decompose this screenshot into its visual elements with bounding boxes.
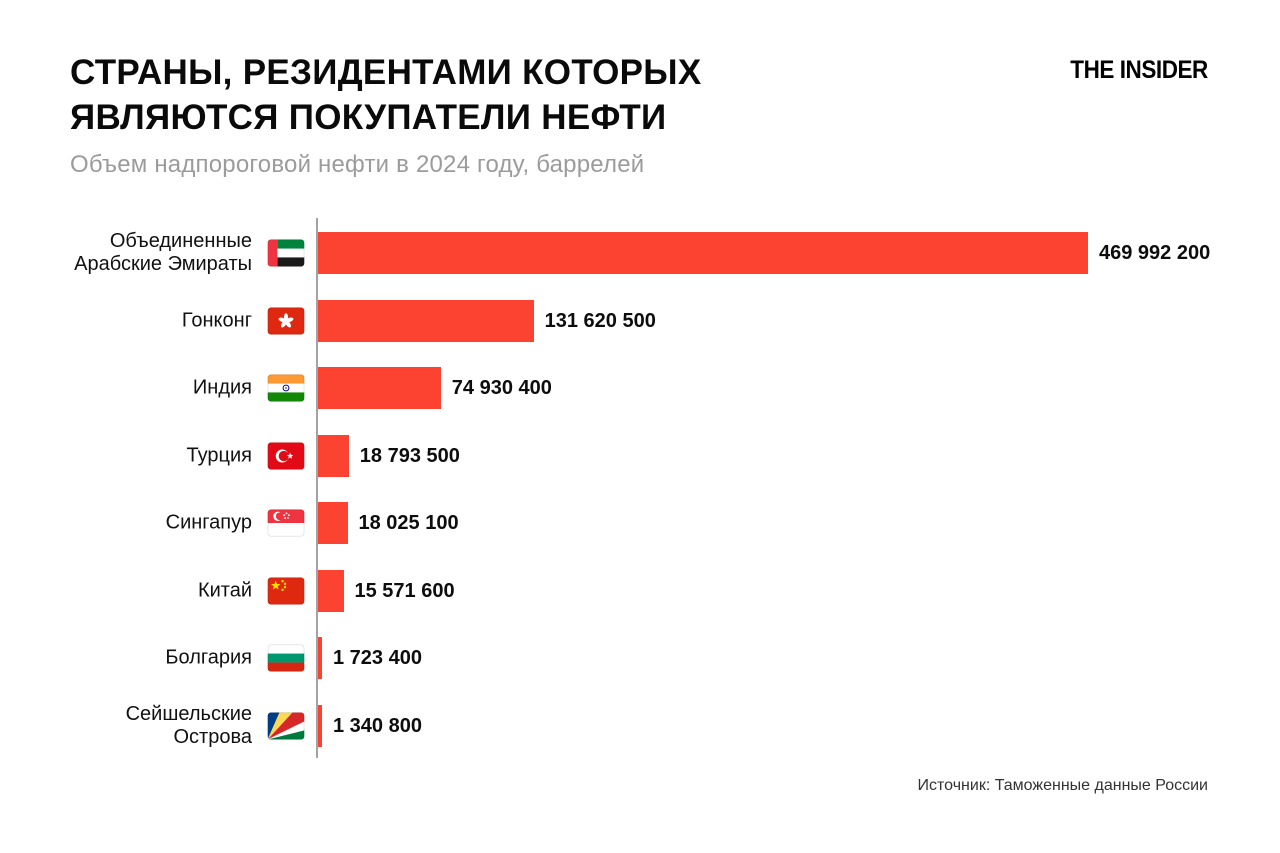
- tr-flag-icon: [262, 442, 310, 470]
- bar: [318, 367, 441, 410]
- value-label: 18 025 100: [358, 512, 459, 535]
- country-label: Индия: [192, 376, 252, 399]
- cn-flag-icon: [262, 577, 310, 605]
- value-label: 131 620 500: [544, 309, 656, 332]
- in-flag-icon: [262, 374, 310, 402]
- value-label: 74 930 400: [451, 377, 552, 400]
- chart-title-line2: ЯВЛЯЮТСЯ ПОКУПАТЕЛИ НЕФТИ: [70, 98, 667, 137]
- hk-flag-icon: [262, 307, 310, 335]
- country-label: Сейшельские Острова: [125, 703, 252, 748]
- chart-row: Индия 74 930 400: [70, 367, 1230, 410]
- ae-flag-icon: [262, 239, 310, 267]
- value-label: 1 340 800: [333, 715, 422, 737]
- value-label: 469 992 200: [1099, 242, 1211, 264]
- chart-row: Сейшельские Острова 1 340 800: [70, 703, 1230, 748]
- chart-subtitle: Объем надпороговой нефти в 2024 году, ба…: [70, 151, 645, 178]
- country-label: Гонконг: [181, 309, 252, 332]
- chart-title: СТРАНЫ, РЕЗИДЕНТАМИ КОТОРЫХ ЯВЛЯЮТСЯ ПОК…: [70, 50, 702, 140]
- chart-row: Китай 15 571 600: [70, 569, 1230, 612]
- chart-title-line1: СТРАНЫ, РЕЗИДЕНТАМИ КОТОРЫХ: [70, 53, 702, 92]
- value-label: 1 723 400: [333, 647, 422, 670]
- value-label: 15 571 600: [354, 579, 455, 602]
- country-label: Китай: [197, 579, 252, 602]
- country-label: Болгария: [165, 646, 252, 669]
- bg-flag-icon: [262, 644, 310, 672]
- bar: [318, 705, 322, 747]
- chart: Объединенные Арабские Эмираты 469 992 200…: [70, 218, 1230, 758]
- country-label: Сингапур: [165, 511, 252, 534]
- chart-row: Болгария 1 723 400: [70, 637, 1230, 680]
- sc-flag-icon: [262, 712, 310, 740]
- bar: [318, 232, 1088, 274]
- sg-flag-icon: [262, 509, 310, 537]
- chart-row: Сингапур 18 025 100: [70, 502, 1230, 545]
- source-note: Источник: Таможенные данные России: [917, 777, 1208, 794]
- y-axis-line: [316, 218, 318, 758]
- bar: [318, 299, 534, 342]
- bar: [318, 502, 348, 545]
- chart-row: Турция 18 793 500: [70, 434, 1230, 477]
- bar: [318, 637, 322, 680]
- value-label: 18 793 500: [359, 444, 460, 467]
- bar: [318, 434, 349, 477]
- country-label: Турция: [186, 444, 252, 467]
- chart-row: Объединенные Арабские Эмираты 469 992 200: [70, 230, 1230, 275]
- bar: [318, 569, 344, 612]
- country-label: Объединенные Арабские Эмираты: [74, 230, 252, 275]
- chart-row: Гонконг 131 620 500: [70, 299, 1230, 342]
- brand-logo: THE INSIDER: [1070, 56, 1208, 84]
